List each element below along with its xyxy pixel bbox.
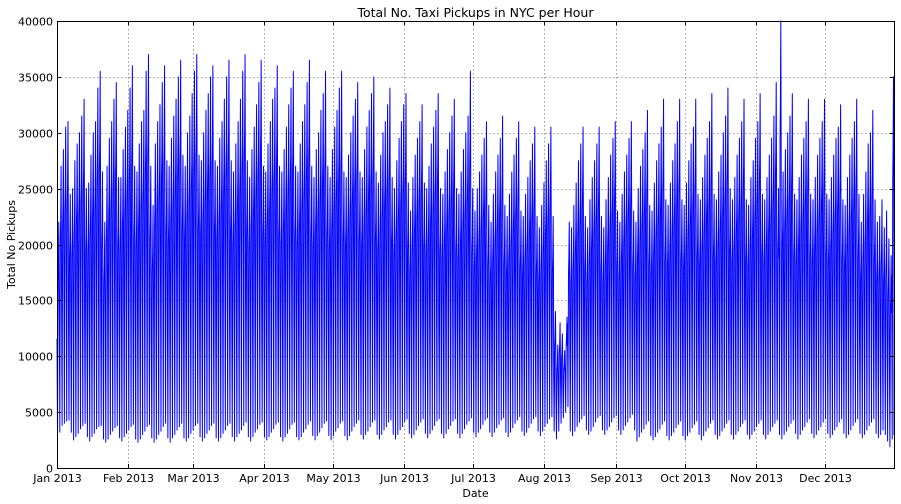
x-axis-title: Date — [462, 487, 489, 500]
y-tick-label: 40000 — [18, 16, 53, 29]
y-tick-label: 30000 — [18, 128, 53, 141]
x-tick-label: Aug 2013 — [518, 472, 571, 485]
y-tick-label: 25000 — [18, 184, 53, 197]
x-tick-label: Apr 2013 — [239, 472, 290, 485]
x-tick-label: Jan 2013 — [32, 472, 81, 485]
x-tick-label: Jul 2013 — [450, 472, 496, 485]
x-tick-label: Jun 2013 — [379, 472, 429, 485]
y-tick-label: 0 — [46, 463, 53, 476]
x-tick-label: Nov 2013 — [730, 472, 783, 485]
chart-title: Total No. Taxi Pickups in NYC per Hour — [357, 5, 595, 20]
y-tick-label: 35000 — [18, 72, 53, 85]
y-tick-label: 20000 — [18, 240, 53, 253]
x-tick-label: May 2013 — [306, 472, 360, 485]
x-tick-label: Sep 2013 — [590, 472, 642, 485]
x-tick-label: Mar 2013 — [167, 472, 219, 485]
y-tick-label: 15000 — [18, 295, 53, 308]
x-axis-tick-labels: Jan 2013 Feb 2013 Mar 2013 Apr 2013 May 2013… — [32, 472, 852, 485]
x-tick-label: Dec 2013 — [799, 472, 852, 485]
y-axis-tick-labels: 0 5000 10000 15000 20000 25000 30000 35000 40000 — [18, 16, 53, 476]
y-tick-label: 10000 — [18, 351, 53, 364]
y-axis-title: Total No Pickups — [5, 200, 18, 290]
series-line-taxi-pickups — [56, 20, 895, 448]
data-layer — [56, 20, 895, 448]
axis-ticks — [57, 21, 894, 469]
y-tick-label: 5000 — [25, 407, 53, 420]
x-tick-label: Feb 2013 — [103, 472, 154, 485]
x-tick-label: Oct 2013 — [660, 472, 711, 485]
